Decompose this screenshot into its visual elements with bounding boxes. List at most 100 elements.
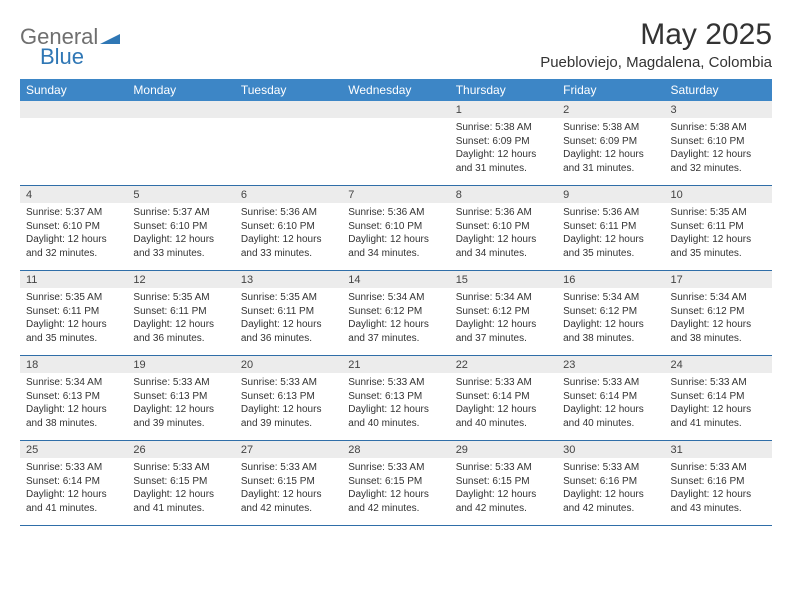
cell-body: Sunrise: 5:35 AMSunset: 6:11 PMDaylight:…: [20, 288, 127, 351]
day-header-row: SundayMondayTuesdayWednesdayThursdayFrid…: [20, 79, 772, 101]
day-number: 20: [241, 359, 253, 371]
sunset-line: Sunset: 6:13 PM: [26, 390, 121, 404]
cell-body: Sunrise: 5:37 AMSunset: 6:10 PMDaylight:…: [127, 203, 234, 266]
daynum-row: 26: [127, 441, 234, 458]
calendar-cell: 10 Sunrise: 5:35 AMSunset: 6:11 PMDayligh…: [665, 186, 772, 270]
daylight-line: Daylight: 12 hours and 37 minutes.: [348, 318, 443, 345]
day-number: 28: [348, 444, 360, 456]
weeks-container: 1Sunrise: 5:38 AMSunset: 6:09 PMDaylight…: [20, 101, 772, 526]
calendar-cell: 26Sunrise: 5:33 AMSunset: 6:15 PMDayligh…: [127, 441, 234, 525]
sunset-line: Sunset: 6:14 PM: [671, 390, 766, 404]
calendar-cell: 18Sunrise: 5:34 AMSunset: 6:13 PMDayligh…: [20, 356, 127, 440]
daynum-row: 7: [342, 186, 449, 203]
sunrise-line: Sunrise: 5:35 AM: [671, 206, 766, 220]
cell-body: Sunrise: 5:33 AMSunset: 6:13 PMDaylight:…: [127, 373, 234, 436]
sunrise-line: Sunrise: 5:38 AM: [671, 121, 766, 135]
daylight-line: Daylight: 12 hours and 35 minutes.: [671, 233, 766, 260]
sunrise-line: Sunrise: 5:33 AM: [133, 461, 228, 475]
daynum-row: 3: [665, 101, 772, 118]
sunset-line: Sunset: 6:11 PM: [671, 220, 766, 234]
day-number: 14: [348, 274, 360, 286]
sunset-line: Sunset: 6:09 PM: [563, 135, 658, 149]
calendar-cell: 12Sunrise: 5:35 AMSunset: 6:11 PMDayligh…: [127, 271, 234, 355]
daylight-line: Daylight: 12 hours and 42 minutes.: [348, 488, 443, 515]
sunrise-line: Sunrise: 5:33 AM: [241, 461, 336, 475]
daynum-row: 29: [450, 441, 557, 458]
day-number: 31: [671, 444, 683, 456]
calendar-cell: 20 Sunrise: 5:33 AMSunset: 6:13 PMDayligh…: [235, 356, 342, 440]
sunset-line: Sunset: 6:09 PM: [456, 135, 551, 149]
calendar-cell: 30 Sunrise: 5:33 AMSunset: 6:16 PMDayligh…: [557, 441, 664, 525]
daynum-row: 22: [450, 356, 557, 373]
calendar-cell: [235, 101, 342, 185]
daylight-line: Daylight: 12 hours and 41 minutes.: [26, 488, 121, 515]
daynum-row: 24: [665, 356, 772, 373]
sunrise-line: Sunrise: 5:33 AM: [348, 376, 443, 390]
cell-body: Sunrise: 5:33 AMSunset: 6:13 PMDaylight:…: [235, 373, 342, 436]
day-header: Sunday: [20, 79, 127, 101]
calendar-cell: 14Sunrise: 5:34 AMSunset: 6:12 PMDayligh…: [342, 271, 449, 355]
daylight-line: Daylight: 12 hours and 34 minutes.: [456, 233, 551, 260]
sunset-line: Sunset: 6:11 PM: [133, 305, 228, 319]
daylight-line: Daylight: 12 hours and 36 minutes.: [241, 318, 336, 345]
daynum-row: 9: [557, 186, 664, 203]
calendar-cell: 16Sunrise: 5:34 AMSunset: 6:12 PMDayligh…: [557, 271, 664, 355]
daynum-row: [235, 101, 342, 118]
daylight-line: Daylight: 12 hours and 41 minutes.: [133, 488, 228, 515]
cell-body: Sunrise: 5:36 AMSunset: 6:10 PMDaylight:…: [450, 203, 557, 266]
sunrise-line: Sunrise: 5:33 AM: [671, 461, 766, 475]
calendar-cell: 4Sunrise: 5:37 AMSunset: 6:10 PMDaylight…: [20, 186, 127, 270]
cell-body: Sunrise: 5:33 AMSunset: 6:13 PMDaylight:…: [342, 373, 449, 436]
week-row: 11Sunrise: 5:35 AMSunset: 6:11 PMDayligh…: [20, 271, 772, 356]
brand-triangle-icon: [100, 31, 120, 49]
daylight-line: Daylight: 12 hours and 32 minutes.: [26, 233, 121, 260]
cell-body: Sunrise: 5:33 AMSunset: 6:16 PMDaylight:…: [665, 458, 772, 521]
title-block: May 2025 Puebloviejo, Magdalena, Colombi…: [540, 18, 772, 71]
day-number: 19: [133, 359, 145, 371]
cell-body: Sunrise: 5:33 AMSunset: 6:14 PMDaylight:…: [20, 458, 127, 521]
day-number: 10: [671, 189, 683, 201]
sunrise-line: Sunrise: 5:35 AM: [133, 291, 228, 305]
sunrise-line: Sunrise: 5:38 AM: [563, 121, 658, 135]
daylight-line: Daylight: 12 hours and 40 minutes.: [563, 403, 658, 430]
day-header: Wednesday: [342, 79, 449, 101]
sunset-line: Sunset: 6:10 PM: [26, 220, 121, 234]
sunset-line: Sunset: 6:15 PM: [241, 475, 336, 489]
week-row: 1Sunrise: 5:38 AMSunset: 6:09 PMDaylight…: [20, 101, 772, 186]
sunset-line: Sunset: 6:12 PM: [671, 305, 766, 319]
sunrise-line: Sunrise: 5:36 AM: [348, 206, 443, 220]
cell-body: Sunrise: 5:33 AMSunset: 6:15 PMDaylight:…: [342, 458, 449, 521]
cell-body: Sunrise: 5:33 AMSunset: 6:15 PMDaylight:…: [127, 458, 234, 521]
daylight-line: Daylight: 12 hours and 35 minutes.: [563, 233, 658, 260]
day-number: 27: [241, 444, 253, 456]
sunrise-line: Sunrise: 5:34 AM: [671, 291, 766, 305]
daylight-line: Daylight: 12 hours and 38 minutes.: [563, 318, 658, 345]
sunrise-line: Sunrise: 5:33 AM: [241, 376, 336, 390]
day-number: 2: [563, 104, 569, 116]
day-number: 6: [241, 189, 247, 201]
daylight-line: Daylight: 12 hours and 38 minutes.: [671, 318, 766, 345]
day-number: 16: [563, 274, 575, 286]
cell-body: Sunrise: 5:33 AMSunset: 6:15 PMDaylight:…: [235, 458, 342, 521]
daynum-row: 11: [20, 271, 127, 288]
daynum-row: 4: [20, 186, 127, 203]
sunset-line: Sunset: 6:16 PM: [563, 475, 658, 489]
calendar-cell: 13Sunrise: 5:35 AMSunset: 6:11 PMDayligh…: [235, 271, 342, 355]
daylight-line: Daylight: 12 hours and 42 minutes.: [456, 488, 551, 515]
cell-body: Sunrise: 5:36 AMSunset: 6:10 PMDaylight:…: [235, 203, 342, 266]
day-number: 30: [563, 444, 575, 456]
day-number: 8: [456, 189, 462, 201]
cell-body: Sunrise: 5:34 AMSunset: 6:13 PMDaylight:…: [20, 373, 127, 436]
sunset-line: Sunset: 6:10 PM: [241, 220, 336, 234]
sunset-line: Sunset: 6:15 PM: [348, 475, 443, 489]
daynum-row: 25: [20, 441, 127, 458]
brand-logo: GeneralBlue: [20, 18, 120, 70]
day-header: Tuesday: [235, 79, 342, 101]
sunset-line: Sunset: 6:14 PM: [563, 390, 658, 404]
cell-body: Sunrise: 5:33 AMSunset: 6:16 PMDaylight:…: [557, 458, 664, 521]
cell-body: [20, 118, 127, 127]
day-number: 21: [348, 359, 360, 371]
header: GeneralBlue May 2025 Puebloviejo, Magdal…: [20, 18, 772, 71]
sunset-line: Sunset: 6:14 PM: [26, 475, 121, 489]
week-row: 4Sunrise: 5:37 AMSunset: 6:10 PMDaylight…: [20, 186, 772, 271]
